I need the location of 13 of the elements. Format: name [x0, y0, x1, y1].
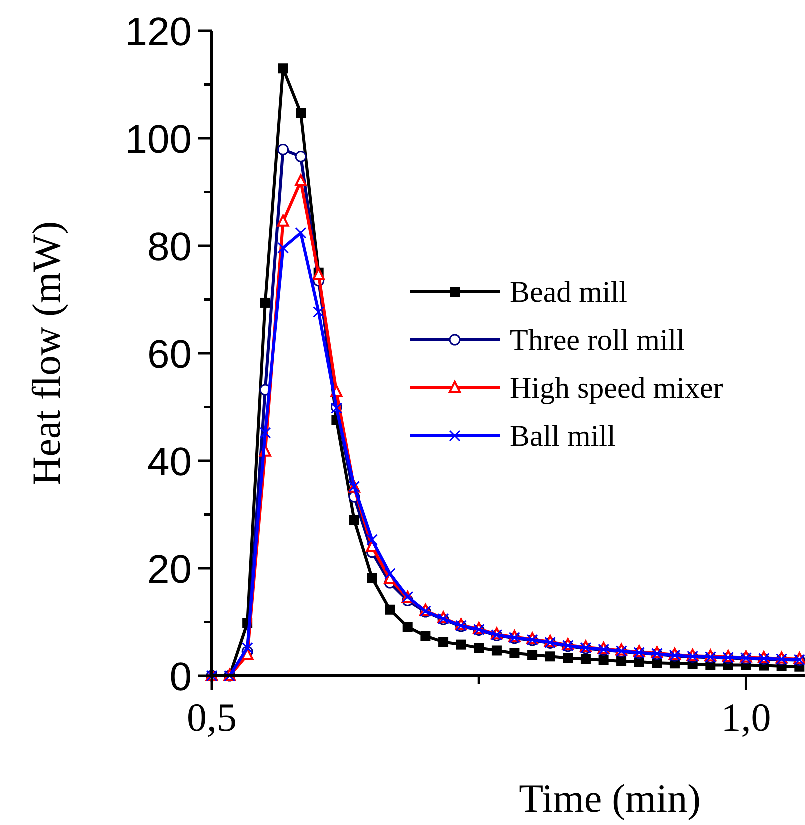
x-tick-label: 1,0 [721, 695, 772, 740]
y-tick-label: 100 [125, 118, 192, 162]
legend-label: Ball mill [510, 420, 616, 453]
y-tick-label: 60 [148, 332, 192, 377]
y-tick-label: 80 [148, 225, 192, 270]
legend-label: Three roll mill [510, 324, 685, 357]
y-tick-label: 20 [148, 548, 192, 592]
x-axis-title: Time (min) [519, 776, 701, 821]
legend-label: High speed mixer [510, 372, 724, 405]
legend-label: Bead mill [510, 276, 628, 309]
y-axis-title: Heat flow (mW) [24, 221, 69, 486]
y-tick-label: 40 [148, 440, 192, 484]
y-tick-label: 120 [125, 10, 192, 54]
